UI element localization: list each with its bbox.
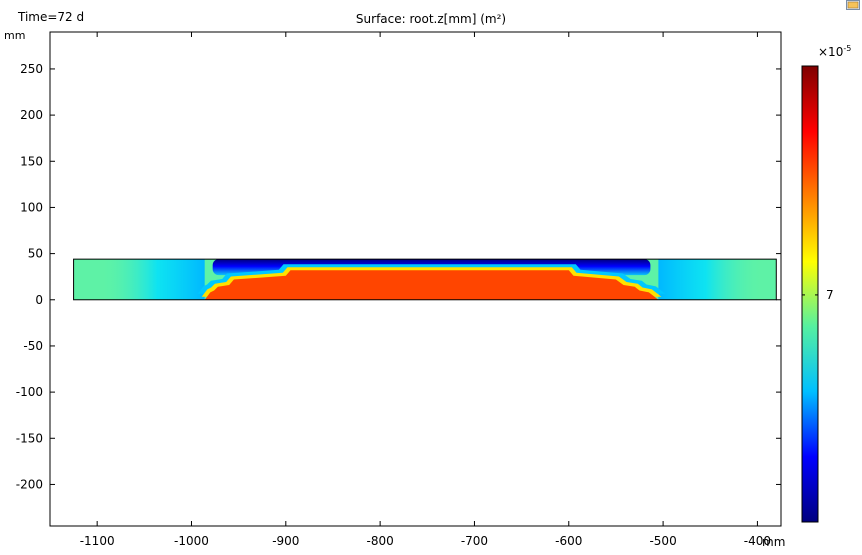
high-value-region	[204, 270, 659, 300]
x-tick-label: -1100	[80, 534, 115, 548]
window-icon[interactable]	[846, 0, 860, 10]
y-tick-label: 50	[28, 247, 43, 261]
left-fade-region	[99, 259, 205, 300]
y-tick-label: 200	[20, 108, 43, 122]
y-axis-unit: mm	[4, 29, 26, 42]
y-tick-label: -100	[16, 385, 43, 399]
colorbar-exponent-power: -5	[843, 44, 852, 53]
x-tick-label: -600	[555, 534, 582, 548]
x-tick-label: -400	[744, 534, 771, 548]
x-axis-ticks: -1100 -1000 -900 -800 -700 -600 -500 -400	[80, 32, 771, 548]
y-tick-label: -50	[23, 339, 43, 353]
plot-frame	[49, 31, 782, 527]
y-axis-ticks: 250 200 150 100 50 0 -50 -100 -150 -200	[16, 62, 781, 491]
y-tick-label: 250	[20, 62, 43, 76]
x-tick-label: -900	[272, 534, 299, 548]
y-tick-label: 150	[20, 154, 43, 168]
colorbar-exponent-base: ×10	[818, 45, 844, 59]
domain-outline	[73, 258, 777, 301]
y-tick-label: -150	[16, 431, 43, 445]
x-tick-label: -500	[649, 534, 676, 548]
x-axis-unit: mm	[762, 535, 786, 549]
colorbar	[801, 65, 819, 523]
y-tick-label: 0	[35, 293, 43, 307]
colorbar-exponent: ×10-5	[818, 44, 851, 59]
y-tick-label: 100	[20, 200, 43, 214]
x-tick-label: -1000	[174, 534, 209, 548]
right-fade-region	[658, 259, 764, 300]
y-tick-label: -200	[16, 477, 43, 491]
x-tick-label: -800	[367, 534, 394, 548]
domain-layer	[73, 258, 777, 301]
colorbar-ticks: 7	[802, 288, 834, 302]
time-label: Time=72 d	[18, 10, 85, 24]
colorbar-tick-label: 7	[826, 288, 834, 302]
plot-title: Surface: root.z[mm] (m²)	[355, 12, 507, 26]
x-tick-label: -700	[461, 534, 488, 548]
